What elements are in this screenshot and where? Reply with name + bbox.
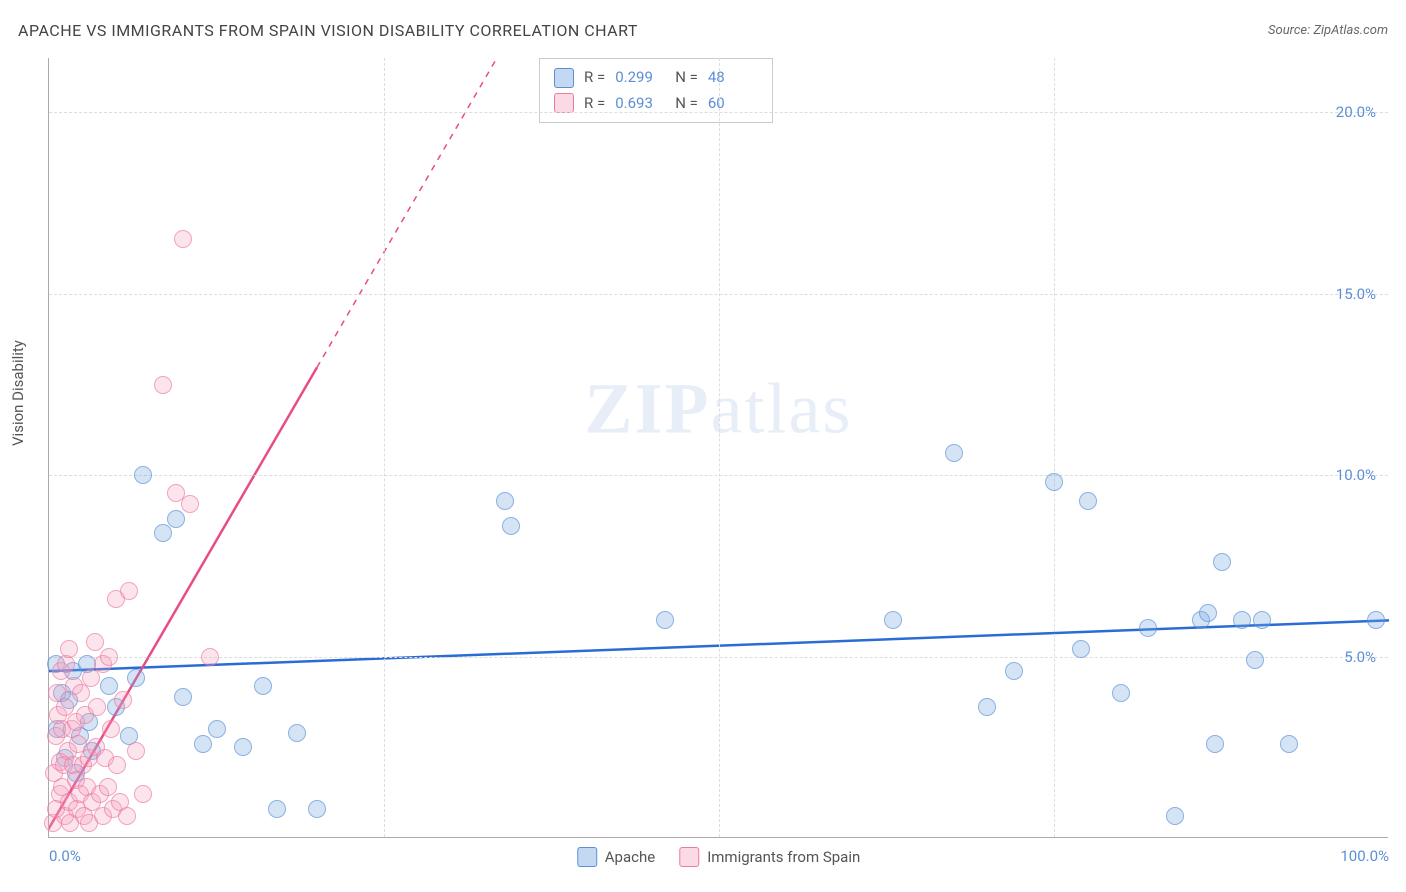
legend-item: Apache: [577, 847, 655, 867]
y-tick-label: 5.0%: [1344, 648, 1376, 666]
data-point-blue: [1233, 611, 1251, 629]
r-value: 0.299: [615, 65, 665, 91]
data-point-blue: [208, 720, 226, 738]
y-tick-label: 20.0%: [1336, 103, 1376, 121]
data-point-blue: [1246, 651, 1264, 669]
y-axis-title: Vision Disability: [9, 340, 27, 446]
legend-label: Immigrants from Spain: [707, 848, 860, 866]
data-point-pink: [127, 742, 145, 760]
data-point-pink: [134, 785, 152, 803]
data-point-blue: [1206, 735, 1224, 753]
data-point-pink: [108, 756, 126, 774]
swatch-pink: [679, 847, 699, 867]
data-point-blue: [154, 524, 172, 542]
gridline-vertical: [719, 58, 720, 837]
data-point-blue: [194, 735, 212, 753]
data-point-blue: [100, 677, 118, 695]
data-point-blue: [174, 688, 192, 706]
data-point-pink: [88, 698, 106, 716]
legend-label: Apache: [605, 848, 655, 866]
header: APACHE VS IMMIGRANTS FROM SPAIN VISION D…: [18, 18, 1388, 42]
data-point-blue: [1199, 604, 1217, 622]
data-point-pink: [82, 669, 100, 687]
data-point-blue: [1367, 611, 1385, 629]
data-point-blue: [502, 517, 520, 535]
data-point-blue: [1112, 684, 1130, 702]
data-point-blue: [254, 677, 272, 695]
watermark-light: atlas: [711, 368, 853, 448]
data-point-blue: [978, 698, 996, 716]
data-point-pink: [120, 582, 138, 600]
gridline-vertical: [384, 58, 385, 837]
data-point-pink: [154, 376, 172, 394]
data-point-blue: [167, 510, 185, 528]
data-point-pink: [102, 720, 120, 738]
data-point-pink: [86, 633, 104, 651]
data-point-blue: [656, 611, 674, 629]
data-point-pink: [100, 648, 118, 666]
legend-item: Immigrants from Spain: [679, 847, 860, 867]
r-label: R =: [584, 65, 605, 91]
data-point-blue: [268, 800, 286, 818]
data-point-blue: [1213, 553, 1231, 571]
x-tick-label: 0.0%: [49, 847, 81, 865]
data-point-blue: [1139, 619, 1157, 637]
n-label: N =: [675, 65, 698, 91]
chart-title: APACHE VS IMMIGRANTS FROM SPAIN VISION D…: [18, 21, 638, 40]
swatch-pink: [554, 93, 574, 113]
data-point-pink: [60, 640, 78, 658]
data-point-blue: [1045, 473, 1063, 491]
watermark-bold: ZIP: [585, 368, 711, 448]
data-point-blue: [1166, 807, 1184, 825]
n-value: 48: [708, 65, 758, 91]
source-name: ZipAtlas.com: [1313, 23, 1388, 38]
source-attribution: Source: ZipAtlas.com: [1268, 23, 1388, 38]
data-point-blue: [1253, 611, 1271, 629]
data-point-pink: [118, 807, 136, 825]
data-point-pink: [201, 648, 219, 666]
data-point-pink: [181, 495, 199, 513]
data-point-blue: [127, 669, 145, 687]
data-point-blue: [1072, 640, 1090, 658]
plot-area: ZIPatlas R =0.299N =48R =0.693N =60 Apac…: [48, 58, 1388, 838]
y-tick-label: 15.0%: [1336, 285, 1376, 303]
data-point-blue: [134, 466, 152, 484]
data-point-pink: [174, 230, 192, 248]
data-point-pink: [114, 691, 132, 709]
data-point-blue: [234, 738, 252, 756]
series-legend: Apache Immigrants from Spain: [577, 847, 861, 867]
stats-legend-row: R = 0.299 N = 48: [554, 65, 758, 91]
data-point-blue: [1280, 735, 1298, 753]
gridline-vertical: [1054, 58, 1055, 837]
x-tick-label: 100.0%: [1340, 847, 1389, 865]
source-prefix: Source:: [1268, 23, 1313, 38]
data-point-blue: [496, 492, 514, 510]
data-point-blue: [1005, 662, 1023, 680]
data-point-blue: [288, 724, 306, 742]
data-point-blue: [945, 444, 963, 462]
y-tick-label: 10.0%: [1336, 466, 1376, 484]
swatch-blue: [577, 847, 597, 867]
data-point-blue: [1079, 492, 1097, 510]
swatch-blue: [554, 68, 574, 88]
data-point-blue: [884, 611, 902, 629]
data-point-blue: [308, 800, 326, 818]
